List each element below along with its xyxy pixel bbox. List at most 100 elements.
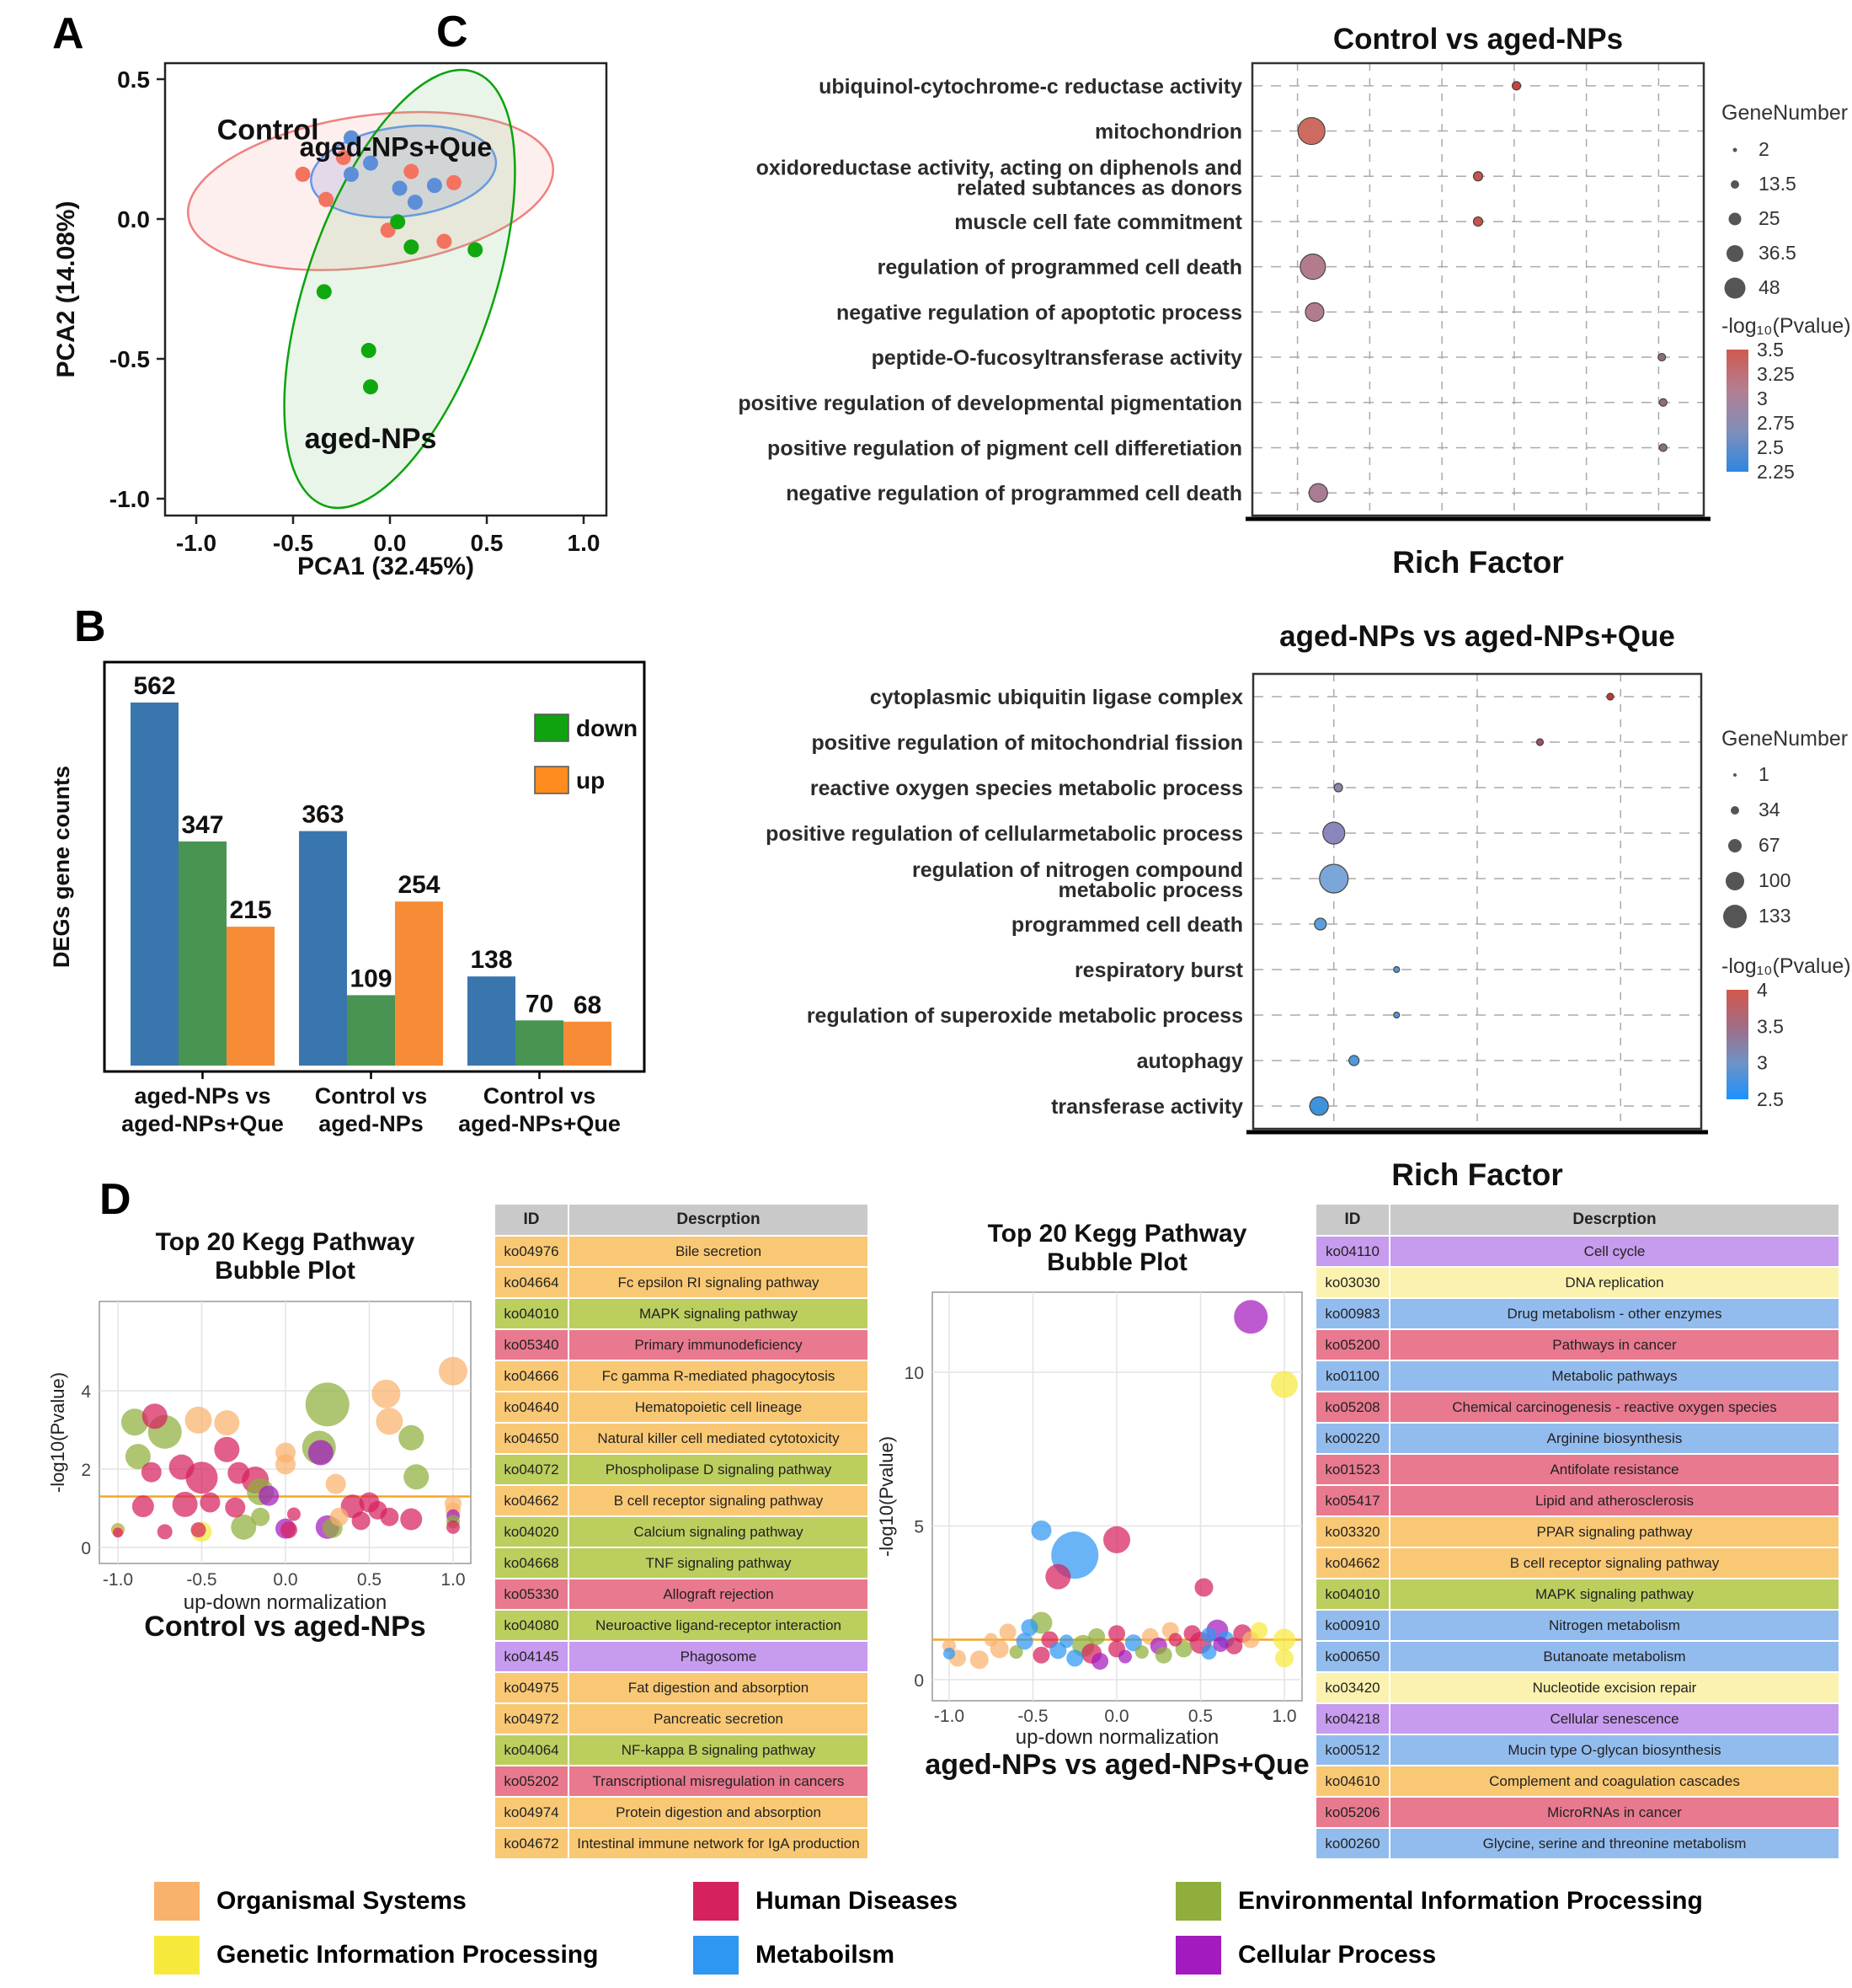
category-swatch-OS xyxy=(154,1882,200,1921)
kegg-bubble-OS xyxy=(325,1473,346,1494)
table-row: ko03420 Nucleotide excision repair xyxy=(1316,1673,1839,1702)
kegg-bubble-CP xyxy=(259,1485,280,1506)
go-row-label: ubiquinol-cytochrome-c reductase activit… xyxy=(819,75,1242,99)
bar-up xyxy=(563,1021,611,1066)
go-bubble xyxy=(1393,965,1401,974)
pathway-desc-cell: Glycine, serine and threonine metabolism xyxy=(1390,1829,1839,1858)
kegg-bubble-GIP xyxy=(1275,1649,1294,1668)
pathway-id-cell: ko04662 xyxy=(1316,1548,1389,1578)
table-row: ko05206 MicroRNAs in cancer xyxy=(1316,1798,1839,1827)
category-label: Metaboilsm xyxy=(755,1941,895,1969)
go-size-legend-value: 100 xyxy=(1759,869,1791,891)
table-row: ko04664 Fc epsilon RI signaling pathway xyxy=(495,1268,867,1297)
go-size-legend-dot xyxy=(1728,212,1742,226)
go-size-legend-value: 1 xyxy=(1759,763,1769,785)
table-row: ko00220 Arginine biosynthesis xyxy=(1316,1424,1839,1453)
table-row: ko05202 Transcriptional misregulation in … xyxy=(495,1766,867,1796)
pathway-id-cell: ko04666 xyxy=(495,1361,568,1391)
kegg-bubble-MET xyxy=(1201,1627,1217,1643)
kegg-x-tick: -1.0 xyxy=(934,1707,964,1726)
go-size-legend-value: 2 xyxy=(1759,138,1769,160)
table-header-descrption: Descrption xyxy=(1390,1205,1839,1235)
go-size-legend-value: 133 xyxy=(1759,905,1791,927)
go-bubble xyxy=(1393,1011,1401,1019)
pathway-desc-cell: DNA replication xyxy=(1390,1268,1839,1297)
go-colorbar-tick: 3.5 xyxy=(1757,339,1784,361)
go-colorbar-tick: 3 xyxy=(1757,1052,1768,1074)
go-row-label: negative regulation of programmed cell d… xyxy=(786,482,1242,505)
kegg-bubble-EIP xyxy=(1009,1645,1023,1659)
table-row: ko04668 TNF signaling pathway xyxy=(495,1548,867,1578)
kegg-x-tick: 0.0 xyxy=(1104,1707,1129,1726)
pathway-id-cell: ko04110 xyxy=(1316,1237,1389,1266)
panel-label-d: D xyxy=(99,1175,131,1224)
table-header-id: ID xyxy=(1316,1205,1389,1235)
go-colorbar xyxy=(1727,990,1748,1099)
pathway-id-cell: ko04662 xyxy=(495,1486,568,1515)
go-row-label: positive regulation of cellularmetabolic… xyxy=(766,822,1243,846)
table-row: ko05417 Lipid and atherosclerosis xyxy=(1316,1486,1839,1515)
kegg-bubble-HD xyxy=(172,1491,198,1517)
pca-x-axis-label: PCA1 (32.45%) xyxy=(297,553,474,580)
kegg-bubble-GIP xyxy=(1251,1622,1268,1639)
kegg-bubble-HD xyxy=(113,1527,123,1538)
pca-x-tick: -1.0 xyxy=(176,530,216,556)
pca-point-Control xyxy=(295,166,311,182)
go-bubble xyxy=(1309,1096,1329,1116)
pathway-desc-cell: Intestinal immune network for IgA produc… xyxy=(569,1829,867,1858)
go-plot-border xyxy=(1252,672,1703,1130)
bar-down xyxy=(179,841,227,1066)
kegg-bubble-EIP xyxy=(231,1514,257,1540)
go-row-label: autophagy xyxy=(1137,1050,1243,1073)
pathway-desc-cell: Lipid and atherosclerosis xyxy=(1390,1486,1839,1515)
pathway-desc-cell: Protein digestion and absorption xyxy=(569,1798,867,1827)
table-row: ko00983 Drug metabolism - other enzymes xyxy=(1316,1299,1839,1328)
bar-group-label: aged-NPs+Que xyxy=(121,1111,284,1136)
pathway-id-cell: ko04218 xyxy=(1316,1704,1389,1734)
table-row: ko01100 Metabolic pathways xyxy=(1316,1361,1839,1391)
kegg-table-2: ID Descrption ko04110 Cell cycle ko03030 DNA … xyxy=(1316,1205,1839,1860)
kegg-bubble-CP xyxy=(1213,1637,1229,1653)
kegg-x-tick: 0.5 xyxy=(1188,1707,1213,1726)
pathway-desc-cell: Calcium signaling pathway xyxy=(569,1517,867,1547)
go-bubble xyxy=(1348,1055,1360,1066)
go-row-label: negative regulation of apoptotic process xyxy=(836,301,1242,324)
pca-point-aged-NPs+Que xyxy=(344,166,359,182)
pca-x-tick: -0.5 xyxy=(273,530,313,556)
pathway-desc-cell: MAPK signaling pathway xyxy=(569,1299,867,1328)
go-size-legend-dot xyxy=(1728,839,1742,852)
table-row: ko04072 Phospholipase D signaling pathway xyxy=(495,1455,867,1484)
pathway-id-cell: ko00910 xyxy=(1316,1611,1389,1640)
kegg-bubble-HD xyxy=(1183,1625,1201,1643)
pca-point-aged-NPs+Que xyxy=(426,178,442,194)
pathway-desc-cell: Fat digestion and absorption xyxy=(569,1673,867,1702)
kegg-x-tick: 0.5 xyxy=(357,1570,382,1590)
category-swatch-CP xyxy=(1176,1936,1221,1975)
kegg-caption: Control vs aged-NPs xyxy=(144,1611,425,1643)
kegg-bubble-MET xyxy=(1031,1520,1052,1541)
go-colorbar-tick: 3.5 xyxy=(1757,1015,1784,1037)
pca-point-aged-NPs+Que xyxy=(407,195,423,211)
pathway-id-cell: ko04650 xyxy=(495,1424,568,1453)
go-row-label: positive regulation of mitochondrial fis… xyxy=(811,731,1243,755)
pathway-id-cell: ko05340 xyxy=(495,1330,568,1360)
pathway-desc-cell: Chemical carcinogenesis - reactive oxyge… xyxy=(1390,1392,1839,1422)
kegg-bubble-HD xyxy=(214,1436,240,1462)
bar-total xyxy=(131,703,179,1066)
go-size-legend-value: 48 xyxy=(1759,276,1780,298)
go-bubble-plot-1: Control vs aged-NPs ubiquinol-cytochrome-… xyxy=(738,23,1850,580)
pathway-id-cell: ko05206 xyxy=(1316,1798,1389,1827)
kegg-bubble-HD xyxy=(1168,1633,1182,1647)
go-color-legend-title: -log₁₀(Pvalue) xyxy=(1721,954,1851,978)
category-label: Genetic Information Processing xyxy=(216,1941,599,1969)
category-legend-item: Environmental Information Processing xyxy=(1176,1882,1703,1921)
kegg-y-tick: 4 xyxy=(81,1382,91,1402)
pathway-desc-cell: Hematopoietic cell lineage xyxy=(569,1392,867,1422)
go-plot-border xyxy=(1251,61,1705,517)
pca-group-label: Control xyxy=(217,114,319,146)
go-title: Control vs aged-NPs xyxy=(1333,23,1623,56)
go-bubble xyxy=(1314,917,1327,931)
go-size-legend-value: 36.5 xyxy=(1759,242,1796,264)
kegg-bubble-HD xyxy=(446,1520,460,1534)
